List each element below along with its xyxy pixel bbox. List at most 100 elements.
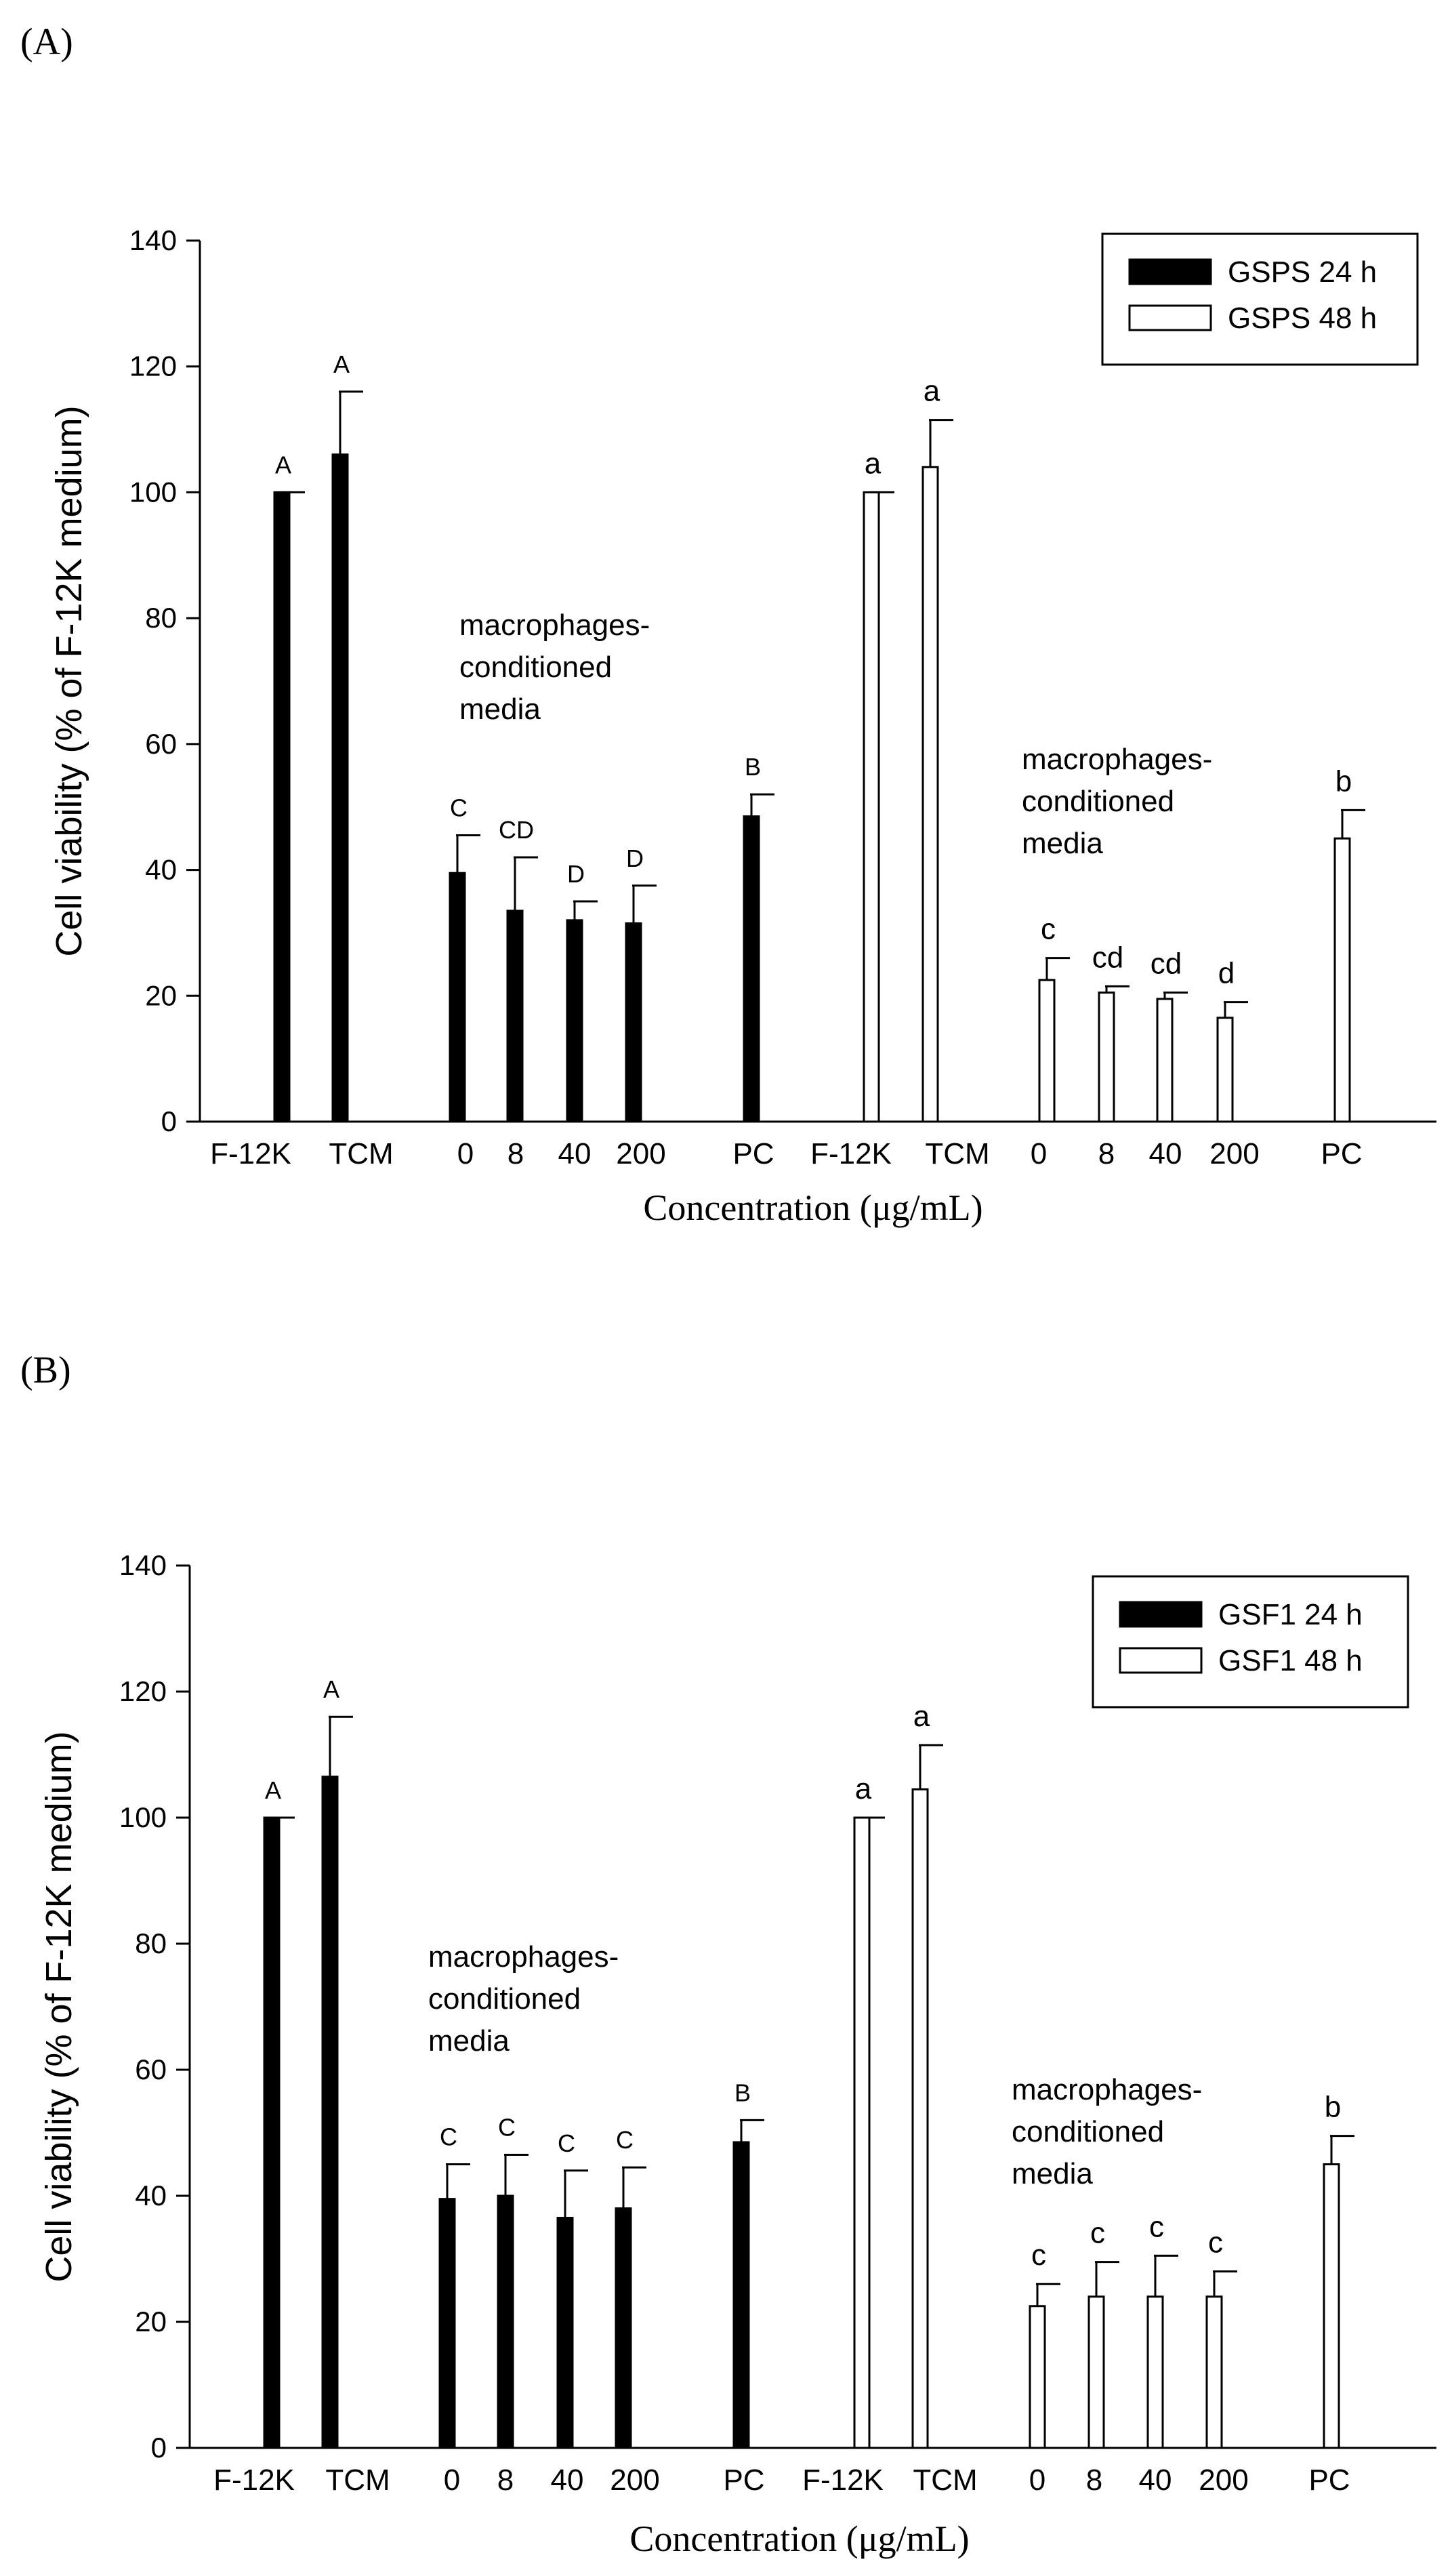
y-tick-label: 120 (119, 1675, 167, 1707)
bar (921, 466, 939, 1123)
bar (615, 2207, 632, 2449)
significance-label: C (440, 2123, 457, 2151)
x-tick-label: 8 (1086, 2463, 1102, 2497)
bar (732, 2141, 750, 2449)
y-tick-label: 120 (129, 350, 177, 382)
significance-label: cd (1092, 941, 1123, 974)
bar (506, 909, 524, 1123)
legend: GSF1 24 h GSF1 48 h (1092, 1575, 1409, 1709)
legend-box (1101, 232, 1419, 366)
x-tick-label: TCM (925, 1137, 989, 1170)
y-tick-label: 20 (135, 2306, 167, 2337)
significance-label: a (913, 1700, 930, 1733)
y-tick-label: 0 (151, 2432, 167, 2463)
bar (449, 872, 466, 1123)
x-tick-label: TCM (325, 2463, 390, 2497)
panel-label: (A) (20, 21, 73, 63)
significance-label: c (1208, 2226, 1223, 2260)
significance-label: CD (499, 816, 534, 844)
x-tick-label: 40 (558, 1137, 592, 1170)
x-tick-label: 0 (457, 1137, 474, 1170)
annotation-text: media (428, 2024, 510, 2058)
annotation-text: macrophages- (1012, 2073, 1202, 2106)
significance-label: A (265, 1776, 281, 1804)
x-tick-label: 0 (444, 2463, 460, 2497)
bar (1098, 991, 1115, 1123)
significance-label: A (323, 1675, 339, 1703)
x-tick-label: TCM (329, 1137, 393, 1170)
annotation-text: media (1012, 2157, 1093, 2190)
x-tick-label: PC (732, 1137, 774, 1170)
y-axis-title: Cell viability (% of F-12K medium) (49, 405, 89, 956)
x-tick-label: 40 (551, 2463, 584, 2497)
x-tick-label: 0 (1029, 2463, 1045, 2497)
x-tick-label: 200 (1199, 2463, 1248, 2497)
legend-swatch (1119, 1647, 1203, 1674)
significance-label: a (865, 447, 882, 480)
x-tick-label: TCM (913, 2463, 977, 2497)
y-tick-label: 140 (129, 224, 177, 256)
significance-label: a (855, 1772, 872, 1805)
y-tick-label: 140 (119, 1549, 167, 1581)
annotation-text: conditioned (428, 1982, 581, 2016)
bar (1156, 998, 1174, 1123)
x-axis-title: Concentration (μg/mL) (629, 2518, 969, 2559)
significance-label: c (1090, 2217, 1105, 2250)
x-tick-label: 200 (1209, 1137, 1259, 1170)
bar (863, 491, 880, 1123)
x-tick-label: 40 (1139, 2463, 1172, 2497)
bar (321, 1776, 339, 2449)
bar (1205, 2295, 1223, 2449)
bar (911, 1788, 929, 2449)
y-tick-label: 80 (145, 602, 177, 634)
significance-label: C (616, 2126, 634, 2154)
y-tick-label: 60 (135, 2053, 167, 2085)
bar (438, 2198, 456, 2449)
annotation-text: media (1022, 827, 1103, 860)
legend-box (1092, 1575, 1409, 1709)
significance-label: b (1335, 764, 1352, 798)
significance-label: cd (1151, 947, 1182, 981)
significance-label: B (745, 753, 761, 781)
annotation-text: conditioned (459, 651, 612, 684)
bar (1146, 2295, 1164, 2449)
x-tick-label: F-12K (802, 2463, 884, 2497)
significance-label: A (275, 451, 291, 478)
legend: GSPS 24 h GSPS 48 h (1101, 232, 1419, 366)
significance-label: c (1149, 2210, 1164, 2243)
annotation-text: macrophages- (428, 1940, 619, 1974)
significance-label: D (626, 844, 644, 872)
bar (1029, 2305, 1046, 2449)
y-tick-label: 60 (145, 728, 177, 760)
bar (1323, 2163, 1340, 2449)
bar (263, 1816, 281, 2449)
bar (1088, 2295, 1105, 2449)
significance-label: d (1218, 957, 1235, 990)
legend-label: GSF1 48 h (1218, 1644, 1363, 1677)
y-tick-label: 40 (145, 854, 177, 886)
y-tick-label: 80 (135, 1927, 167, 1959)
x-tick-label: F-12K (213, 2463, 295, 2497)
significance-label: c (1031, 2238, 1046, 2272)
bar (1038, 979, 1056, 1123)
x-tick-label: 8 (497, 2463, 514, 2497)
x-tick-label: PC (723, 2463, 764, 2497)
x-tick-label: PC (1308, 2463, 1350, 2497)
legend-swatch (1128, 258, 1212, 285)
legend-swatch (1119, 1601, 1203, 1628)
x-tick-label: 8 (1098, 1137, 1115, 1170)
legend-label: GSF1 24 h (1218, 1598, 1363, 1631)
annotation-text: media (459, 693, 541, 726)
legend-swatch (1128, 304, 1212, 331)
significance-label: B (734, 2079, 751, 2106)
legend-label: GSPS 48 h (1228, 302, 1377, 335)
panel-label: (B) (20, 1349, 71, 1391)
x-axis-title: Concentration (μg/mL) (643, 1187, 982, 1228)
significance-label: c (1041, 913, 1056, 946)
bar (566, 919, 583, 1123)
x-tick-label: F-12K (210, 1137, 291, 1170)
annotation-text: conditioned (1012, 2115, 1164, 2148)
y-tick-label: 100 (129, 476, 177, 508)
